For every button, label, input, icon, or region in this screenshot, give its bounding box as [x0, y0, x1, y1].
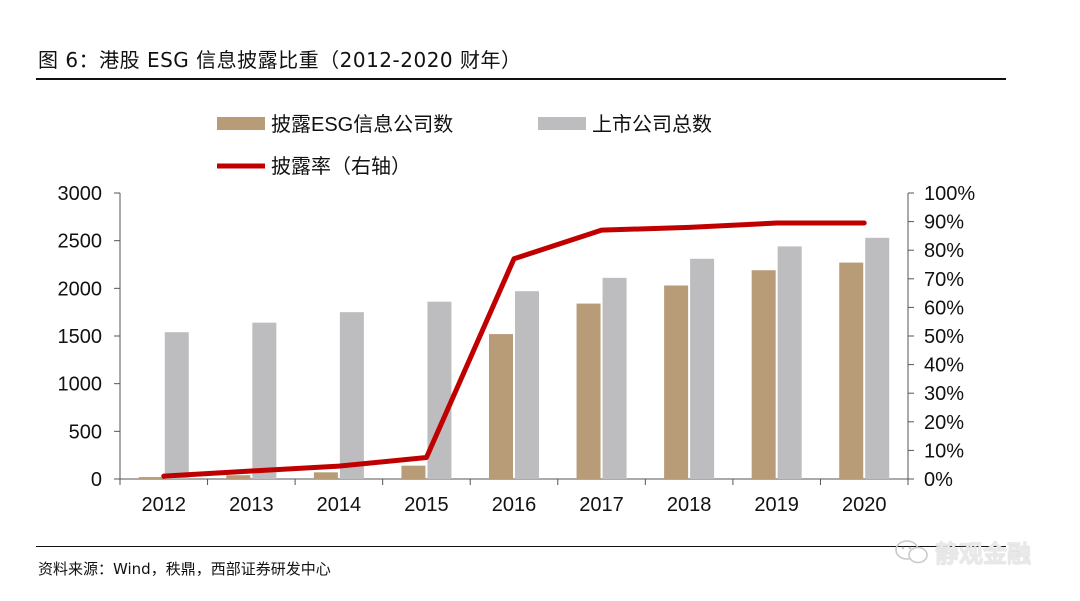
left-tick-label: 1000	[58, 374, 103, 396]
bar-disclosed	[664, 285, 689, 479]
right-tick-label: 30%	[924, 383, 964, 405]
x-tick-label: 2020	[842, 494, 887, 516]
bar-disclosed	[839, 262, 864, 479]
x-tick-label: 2016	[492, 494, 537, 516]
bar-disclosed	[751, 270, 776, 479]
right-tick-label: 20%	[924, 412, 964, 434]
legend-label-rate: 披露率（右轴）	[271, 155, 411, 178]
x-tick-label: 2017	[579, 494, 624, 516]
legend-swatch-listed	[538, 117, 586, 130]
bar-listed	[515, 291, 539, 479]
wechat-icon	[895, 539, 928, 563]
bar-listed	[777, 246, 802, 479]
legend-swatch-disclosed	[217, 117, 265, 130]
right-tick-label: 40%	[924, 355, 964, 377]
bar-disclosed	[576, 303, 601, 479]
bar-disclosed	[138, 477, 163, 479]
bar-listed	[865, 237, 890, 479]
x-tick-label: 2015	[404, 494, 449, 516]
bar-listed	[252, 322, 277, 479]
right-tick-label: 0%	[924, 469, 953, 491]
figure-title: 图 6：港股 ESG 信息披露比重（2012-2020 财年）	[38, 48, 522, 72]
right-tick-label: 100%	[924, 183, 975, 205]
right-tick-label: 50%	[924, 326, 964, 348]
legend-label-listed: 上市公司总数	[592, 113, 712, 136]
bar-listed	[690, 258, 715, 479]
right-tick-label: 10%	[924, 440, 964, 462]
bar-disclosed	[489, 334, 513, 479]
right-tick-label: 70%	[924, 269, 964, 291]
bar-listed	[602, 277, 627, 479]
bar-listed	[339, 312, 364, 479]
left-tick-label: 2000	[58, 278, 103, 300]
source-note: 资料来源：Wind，秩鼎，西部证券研发中心	[38, 560, 331, 578]
left-tick-label: 500	[69, 421, 102, 443]
right-tick-label: 90%	[924, 212, 964, 234]
legend-label-disclosed: 披露ESG信息公司数	[271, 113, 453, 136]
x-tick-label: 2019	[754, 494, 799, 516]
right-tick-label: 60%	[924, 297, 964, 319]
rate-line	[161, 220, 867, 479]
footer-rule	[36, 546, 1006, 547]
title-rule	[36, 78, 1006, 80]
bar-disclosed	[401, 465, 426, 479]
x-tick-label: 2013	[229, 494, 274, 516]
bar-listed	[164, 332, 189, 479]
left-tick-label: 0	[91, 469, 102, 491]
watermark-text: 静观金融	[935, 540, 1031, 568]
right-tick-label: 80%	[924, 240, 964, 262]
bar-disclosed	[313, 472, 338, 479]
x-tick-label: 2014	[317, 494, 362, 516]
x-tick-label: 2018	[667, 494, 712, 516]
left-tick-label: 2500	[58, 231, 103, 253]
x-tick-label: 2012	[142, 494, 187, 516]
left-tick-label: 1500	[58, 326, 103, 348]
watermark: 静观金融	[895, 534, 1031, 569]
bar-disclosed	[226, 475, 251, 479]
left-tick-label: 3000	[58, 183, 103, 205]
